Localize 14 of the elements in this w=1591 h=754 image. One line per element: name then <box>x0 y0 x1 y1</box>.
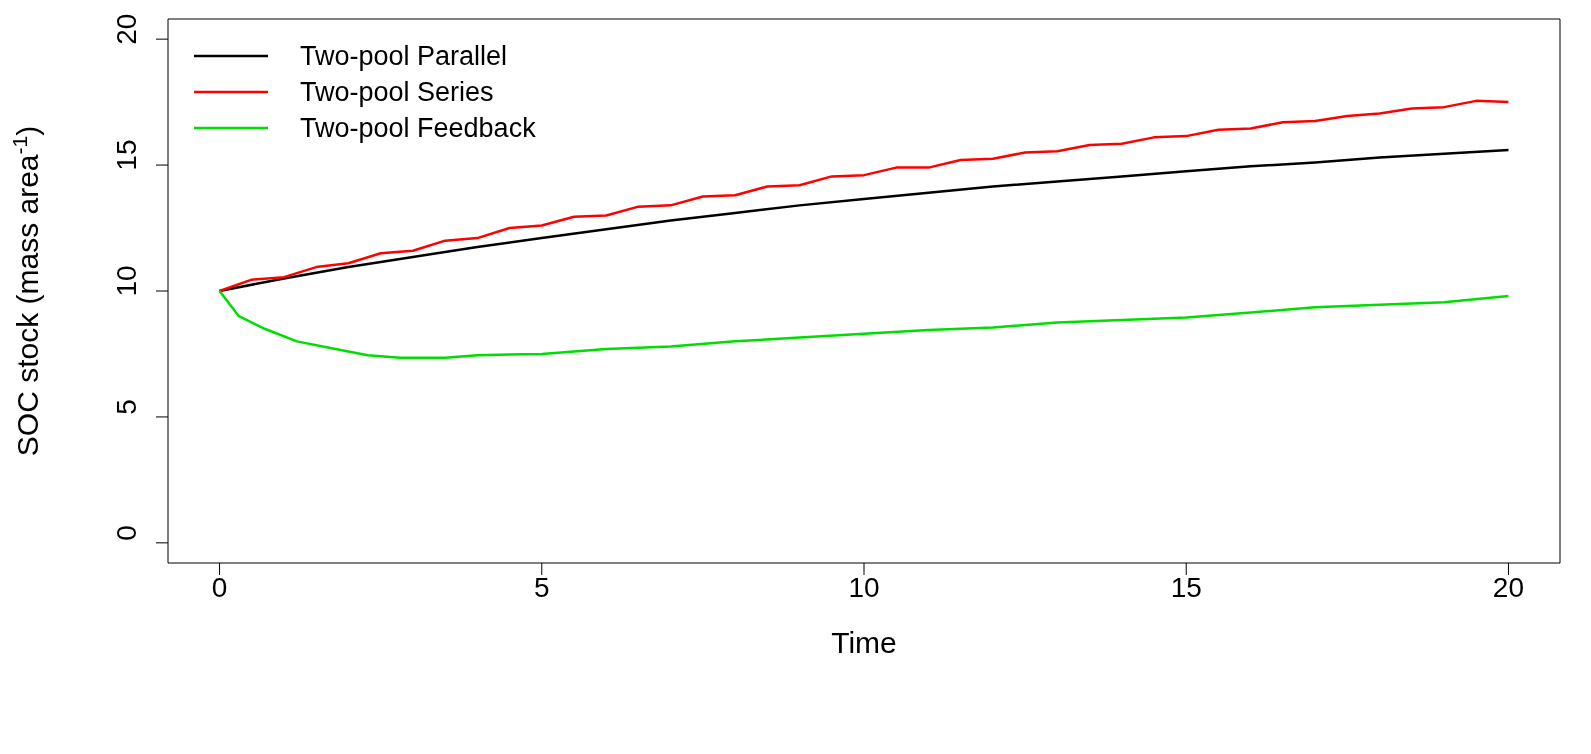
legend-label: Two-pool Parallel <box>300 40 508 73</box>
y-tick-label: 20 <box>111 13 142 45</box>
y-tick-label: 5 <box>111 399 142 415</box>
legend-label: Two-pool Feedback <box>300 112 536 145</box>
y-tick-label: 15 <box>111 139 142 171</box>
x-tick-label: 0 <box>211 571 228 603</box>
y-tick-label: 10 <box>111 265 142 297</box>
x-tick-label: 5 <box>533 571 550 603</box>
y-tick-label: 0 <box>111 525 142 541</box>
x-tick-label: 15 <box>1170 571 1202 603</box>
x-axis-title: Time <box>831 626 897 659</box>
legend-label: Two-pool Series <box>300 76 494 109</box>
x-tick-label: 10 <box>848 571 880 603</box>
x-tick-label: 20 <box>1492 571 1525 603</box>
